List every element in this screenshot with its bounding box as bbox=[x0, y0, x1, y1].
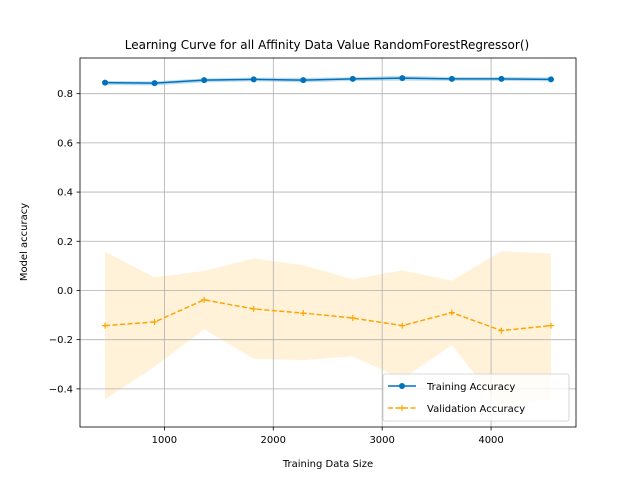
legend-validation-label: Validation Accuracy bbox=[427, 404, 525, 415]
grid-lines bbox=[80, 58, 576, 427]
x-tick-label: 1000 bbox=[152, 435, 177, 446]
y-tick-label: 0.4 bbox=[57, 188, 73, 199]
point-training bbox=[547, 76, 554, 83]
series-line-validation bbox=[104, 299, 552, 332]
y-tick-label: −0.2 bbox=[49, 335, 73, 346]
point-training bbox=[498, 75, 505, 82]
y-tick-label: 0.0 bbox=[57, 286, 73, 297]
point-validation bbox=[250, 305, 257, 312]
band-training bbox=[105, 75, 551, 86]
legend-validation-marker bbox=[399, 405, 405, 411]
confidence-bands bbox=[105, 75, 551, 409]
x-tick-label: 2000 bbox=[261, 435, 286, 446]
point-validation bbox=[300, 310, 307, 317]
point-training bbox=[349, 75, 356, 82]
point-validation bbox=[498, 327, 505, 334]
point-validation bbox=[399, 322, 406, 329]
legend-box bbox=[382, 373, 570, 422]
series-lines bbox=[104, 77, 552, 332]
y-tick-label: 0.6 bbox=[57, 138, 73, 149]
point-validation bbox=[547, 322, 554, 329]
point-validation bbox=[102, 322, 109, 329]
series-markers bbox=[102, 75, 554, 334]
legend-training-label: Training Accuracy bbox=[426, 382, 515, 393]
series-line-training bbox=[105, 77, 551, 84]
y-axis-ticks: −0.4 −0.2 0.0 0.2 0.4 0.6 0.8 bbox=[49, 89, 80, 395]
chart-title: Learning Curve for all Affinity Data Val… bbox=[125, 38, 529, 52]
plot-frame bbox=[79, 57, 577, 428]
point-training bbox=[102, 79, 109, 86]
y-axis-label: Model accuracy bbox=[19, 203, 30, 281]
x-axis-label: Training Data Size bbox=[282, 459, 373, 470]
y-tick-label: −0.4 bbox=[49, 384, 73, 395]
y-tick-label: 0.8 bbox=[57, 89, 73, 100]
legend-training-marker bbox=[399, 383, 405, 389]
legend: Training Accuracy Validation Accuracy bbox=[382, 373, 570, 422]
point-validation bbox=[151, 318, 158, 325]
point-training bbox=[250, 76, 257, 83]
x-tick-label: 3000 bbox=[369, 435, 394, 446]
point-training bbox=[151, 80, 158, 87]
point-validation bbox=[448, 309, 455, 316]
y-tick-label: 0.2 bbox=[57, 237, 73, 248]
point-training bbox=[399, 75, 406, 82]
x-axis-ticks: 1000 2000 3000 4000 bbox=[152, 427, 504, 446]
point-training bbox=[448, 75, 455, 82]
point-training bbox=[201, 77, 208, 84]
x-tick-label: 4000 bbox=[478, 435, 503, 446]
point-validation bbox=[349, 315, 356, 322]
point-validation bbox=[201, 296, 208, 303]
point-training bbox=[300, 77, 307, 84]
